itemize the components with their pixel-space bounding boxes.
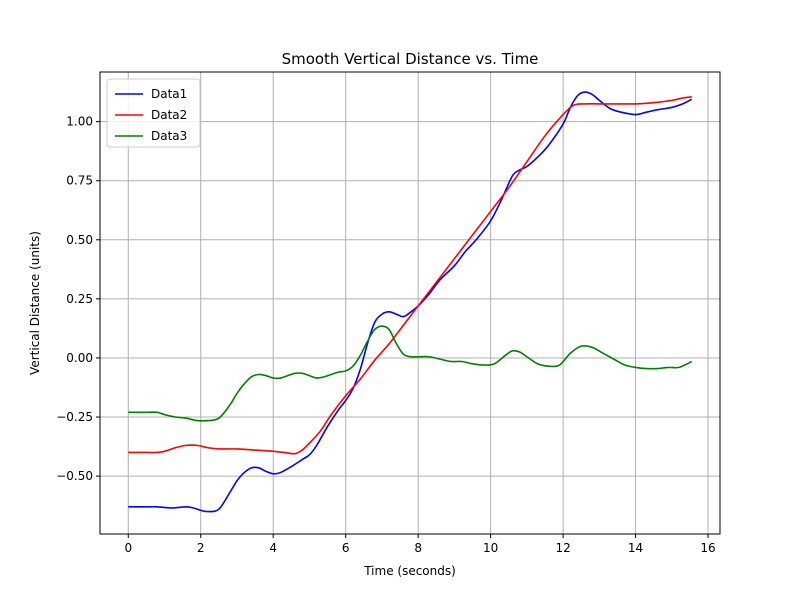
y-tick-label: 0.25	[66, 292, 93, 306]
y-tick-label: −0.50	[56, 469, 93, 483]
x-tick-label: 8	[414, 541, 422, 555]
x-tick-label: 6	[342, 541, 350, 555]
x-tick-label: 2	[197, 541, 205, 555]
legend-box	[106, 78, 201, 148]
x-tick-label: 10	[483, 541, 498, 555]
y-tick-label: 0.75	[66, 174, 93, 188]
y-axis-label: Vertical Distance (units)	[28, 231, 42, 375]
chart-title: Smooth Vertical Distance vs. Time	[282, 50, 539, 68]
y-tick-label: 0.50	[66, 233, 93, 247]
x-tick-label: 4	[269, 541, 277, 555]
y-tick-label: 1.00	[66, 115, 93, 129]
series-lines	[128, 91, 693, 513]
axis-ticks: 0 2 4 6 8 10 12 14 16 −0.50 −0.25 0.00 0.25 0.50 0.75 1…	[56, 115, 715, 555]
x-tick-label: 16	[700, 541, 715, 555]
series-line-data3	[128, 325, 693, 422]
legend-label: Data2	[151, 108, 187, 122]
legend: Data1 Data2 Data3	[106, 78, 201, 148]
legend-label: Data1	[151, 87, 187, 101]
series-line-data2	[128, 96, 692, 455]
x-tick-label: 0	[124, 541, 132, 555]
y-tick-label: 0.00	[66, 351, 93, 365]
y-tick-label: −0.25	[56, 410, 93, 424]
grid	[100, 72, 720, 534]
series-line-data1	[128, 91, 693, 513]
x-tick-label: 14	[628, 541, 643, 555]
legend-label: Data3	[151, 129, 187, 143]
x-tick-label: 12	[555, 541, 570, 555]
plot-frame	[99, 71, 721, 535]
x-axis-label: Time (seconds)	[363, 564, 456, 578]
